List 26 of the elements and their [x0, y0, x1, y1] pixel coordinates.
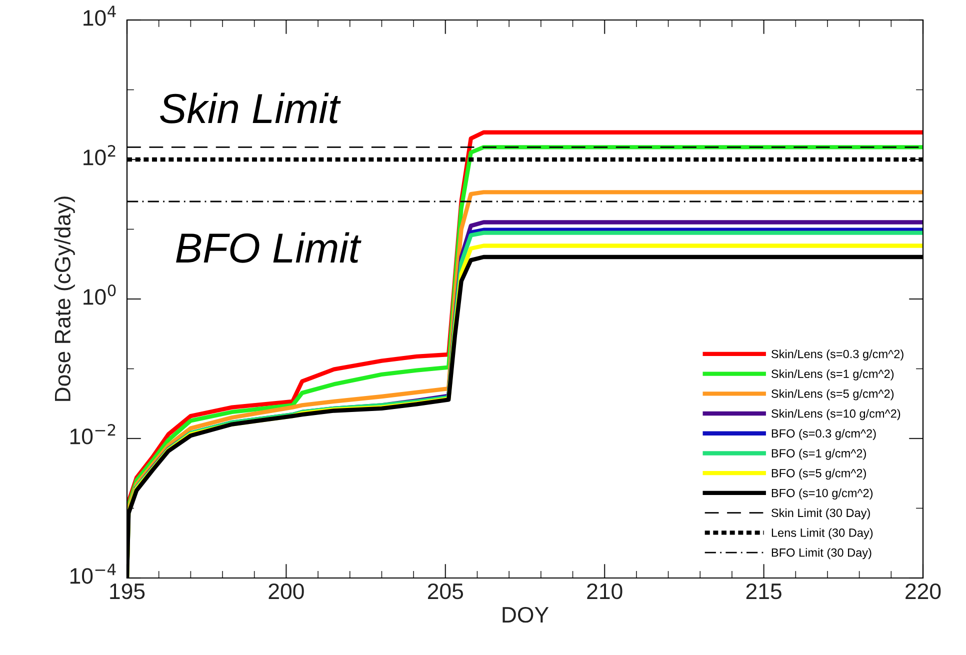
- y-tick-label: 10$^{−2}$: [70, 424, 116, 444]
- y-tick-label: 10$^{0}$: [84, 284, 116, 305]
- legend-label: BFO (s=10 g/cm^2): [772, 488, 873, 500]
- x-axis-title: DOY: [502, 606, 549, 623]
- legend-label: BFO (s=5 g/cm^2): [772, 468, 866, 480]
- y-tick-label: 10$^{2}$: [84, 145, 116, 166]
- legend-label: Skin/Lens (s=5 g/cm^2): [771, 389, 894, 400]
- x-tick-label: 215: [746, 583, 782, 600]
- legend-label: Lens Limit (30 Day): [772, 528, 873, 540]
- annotation: BFO Limit: [176, 232, 362, 263]
- legend-label: Skin/Lens (s=0.3 g/cm^2): [771, 350, 904, 361]
- x-tick-label: 195: [110, 583, 145, 600]
- x-tick-label: 220: [906, 583, 941, 600]
- y-axis-title: Dose Rate (cGy/day): [54, 196, 75, 401]
- x-tick-label: 200: [268, 583, 304, 600]
- x-tick-label: 205: [428, 583, 464, 600]
- legend-label: Skin/Lens (s=10 g/cm^2): [771, 409, 900, 420]
- y-tick-label: 10$^{−4}$: [70, 564, 116, 584]
- legend-label: BFO (s=1 g/cm^2): [772, 448, 866, 460]
- annotation: Skin Limit: [160, 92, 341, 124]
- y-tick-label: 10$^{4}$: [84, 6, 116, 26]
- legend-label: Skin/Lens (s=1 g/cm^2): [771, 369, 894, 380]
- legend-label: BFO (s=0.3 g/cm^2): [772, 428, 876, 440]
- x-tick-label: 210: [587, 583, 622, 600]
- legend-label: BFO Limit (30 Day): [772, 548, 872, 560]
- legend-label: Skin Limit (30 Day): [771, 508, 870, 520]
